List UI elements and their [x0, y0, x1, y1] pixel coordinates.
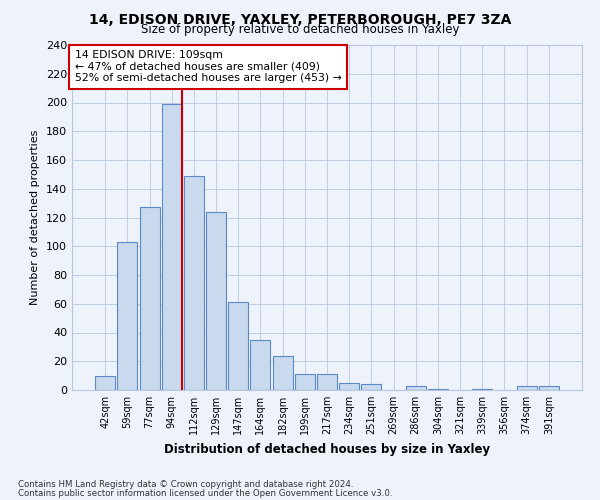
Bar: [406, 386, 426, 390]
Bar: [272, 356, 293, 390]
Bar: [162, 104, 182, 390]
Bar: [206, 212, 226, 390]
Text: Contains public sector information licensed under the Open Government Licence v3: Contains public sector information licen…: [18, 488, 392, 498]
Text: 14 EDISON DRIVE: 109sqm
← 47% of detached houses are smaller (409)
52% of semi-d: 14 EDISON DRIVE: 109sqm ← 47% of detache…: [74, 50, 341, 84]
Bar: [428, 388, 448, 390]
Y-axis label: Number of detached properties: Number of detached properties: [31, 130, 40, 305]
Bar: [361, 384, 382, 390]
Bar: [539, 386, 559, 390]
Bar: [317, 374, 337, 390]
Text: Size of property relative to detached houses in Yaxley: Size of property relative to detached ho…: [141, 22, 459, 36]
Bar: [95, 376, 115, 390]
Bar: [250, 340, 271, 390]
Bar: [228, 302, 248, 390]
Bar: [184, 176, 204, 390]
Bar: [118, 242, 137, 390]
Text: Contains HM Land Registry data © Crown copyright and database right 2024.: Contains HM Land Registry data © Crown c…: [18, 480, 353, 489]
Bar: [472, 388, 492, 390]
Text: 14, EDISON DRIVE, YAXLEY, PETERBOROUGH, PE7 3ZA: 14, EDISON DRIVE, YAXLEY, PETERBOROUGH, …: [89, 12, 511, 26]
Bar: [517, 386, 536, 390]
X-axis label: Distribution of detached houses by size in Yaxley: Distribution of detached houses by size …: [164, 442, 490, 456]
Bar: [295, 374, 315, 390]
Bar: [140, 208, 160, 390]
Bar: [339, 383, 359, 390]
